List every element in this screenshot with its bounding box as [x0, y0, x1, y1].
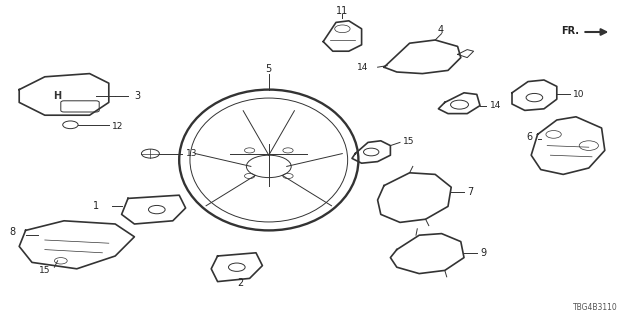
Text: 14: 14	[356, 63, 368, 72]
Text: 15: 15	[39, 266, 51, 275]
Text: 3: 3	[134, 91, 141, 101]
Text: 6: 6	[526, 132, 532, 142]
Text: 5: 5	[266, 64, 272, 74]
Text: TBG4B3110: TBG4B3110	[573, 303, 618, 312]
Text: 1: 1	[93, 201, 99, 212]
Text: H: H	[54, 91, 61, 101]
Text: 4: 4	[437, 25, 444, 36]
Text: 15: 15	[403, 137, 415, 146]
Text: 11: 11	[336, 6, 349, 16]
Text: 2: 2	[237, 278, 243, 288]
Text: 12: 12	[112, 122, 124, 131]
Text: 14: 14	[490, 101, 501, 110]
Text: 9: 9	[480, 248, 486, 258]
Text: 13: 13	[186, 149, 197, 158]
Text: 10: 10	[573, 90, 584, 99]
Text: 7: 7	[467, 187, 474, 197]
Text: 8: 8	[10, 227, 16, 237]
Text: FR.: FR.	[561, 26, 579, 36]
